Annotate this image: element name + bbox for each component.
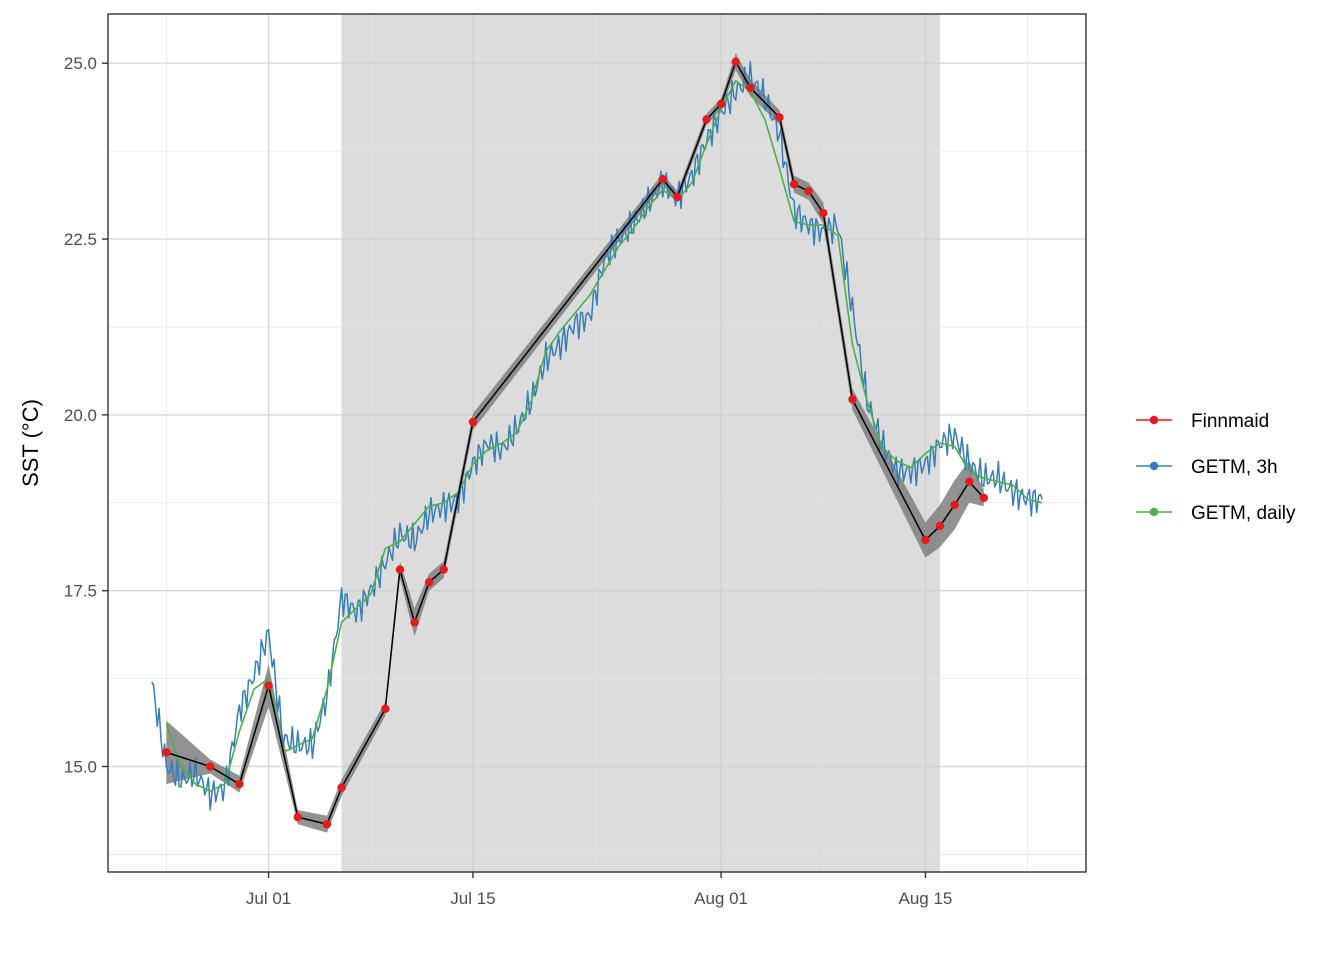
finnmaid-point (935, 521, 945, 531)
x-tick-label: Jul 01 (246, 889, 291, 908)
finnmaid-point (424, 578, 434, 587)
finnmaid-point (965, 477, 974, 486)
grid-layer (108, 14, 1086, 872)
getm-3h-line (151, 61, 1043, 811)
legend-label: GETM, 3h (1191, 457, 1278, 478)
y-tick-label: 17.5 (64, 582, 97, 601)
finnmaid-point (381, 704, 390, 714)
finnmaid-point (322, 819, 332, 829)
getm-daily-line (165, 80, 1043, 792)
finnmaid-point (439, 565, 448, 574)
finnmaid-point (673, 192, 682, 202)
x-tick-label: Aug 15 (898, 889, 952, 908)
legend-item: GETM, 3h (1136, 457, 1278, 478)
plot-panel-border (107, 13, 1087, 873)
y-tick-label: 15.0 (64, 758, 97, 777)
finnmaid-point (337, 783, 346, 792)
legend-key-point (1149, 461, 1159, 471)
y-tick-label: 25.0 (64, 54, 97, 73)
finnmaid-point (775, 113, 784, 122)
finnmaid-point (702, 115, 711, 124)
finnmaid-point (264, 681, 273, 690)
finnmaid-point (658, 175, 667, 184)
finnmaid-point (468, 417, 478, 427)
legend-key-point (1149, 415, 1159, 425)
axis-layer: 15.0 17.5 20.0 22.5 25.0 Jul 01 Jul 15 Aug 01 Au… (64, 54, 952, 908)
y-tick-label: 22.5 (64, 230, 97, 249)
finnmaid-point (716, 99, 726, 109)
finnmaid-point (235, 779, 244, 789)
finnmaid-point (950, 500, 959, 510)
legend-item: GETM, daily (1136, 503, 1296, 524)
y-tick-label: 20.0 (64, 406, 97, 425)
finnmaid-point (921, 535, 930, 545)
shaded-period (341, 14, 941, 872)
legend: Finnmaid GETM, 3h GETM, daily (1136, 411, 1296, 524)
shaded-period-layer (341, 14, 941, 872)
finnmaid-point (789, 179, 799, 189)
x-tick-label: Aug 01 (694, 889, 748, 908)
finnmaid-point (804, 187, 813, 196)
x-tick-label: Jul 15 (450, 889, 495, 908)
series-layer (151, 57, 1043, 829)
legend-label: Finnmaid (1191, 411, 1269, 432)
finnmaid-point (819, 208, 828, 218)
finnmaid-point (293, 812, 302, 822)
finnmaid-point (746, 83, 755, 93)
legend-key-point (1149, 507, 1159, 517)
legend-item: Finnmaid (1136, 411, 1269, 432)
legend-label: GETM, daily (1191, 503, 1296, 524)
finnmaid-point (979, 493, 989, 503)
finnmaid-point (848, 395, 857, 404)
finnmaid-point (410, 618, 419, 627)
finnmaid-point (162, 748, 171, 757)
finnmaid-point (205, 762, 215, 771)
finnmaid-point (731, 57, 740, 67)
y-axis-title: SST (°C) (18, 399, 43, 487)
finnmaid-point (395, 565, 405, 574)
